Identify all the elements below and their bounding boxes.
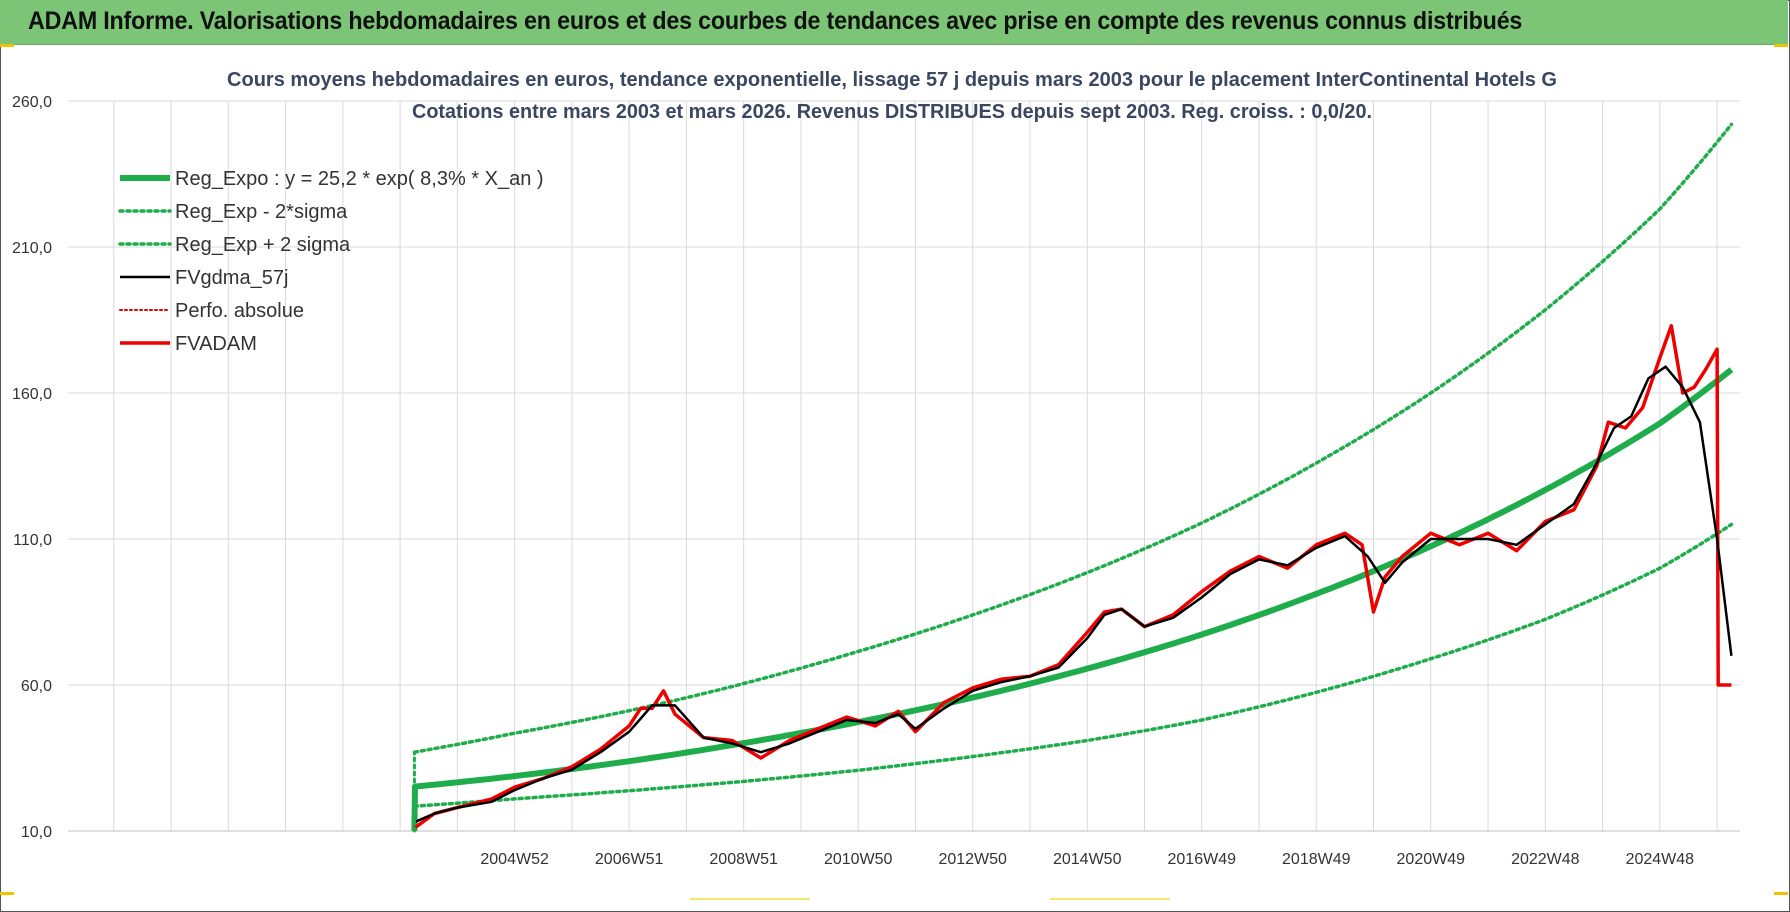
x-tick-label: 2024W48 — [1626, 851, 1695, 868]
bottom-mark — [1050, 898, 1170, 900]
series-line-sigma-high — [412, 122, 1734, 754]
chart-title: Cours moyens hebdomadaires en euros, ten… — [227, 69, 1557, 91]
chart-grid — [68, 100, 1740, 832]
report-banner: ADAM Informe. Valorisations hebdomadaire… — [0, 0, 1788, 45]
series-line-reg-expo — [411, 367, 1734, 832]
series-line-fvgdma — [413, 365, 1733, 824]
y-tick-label: 10,0 — [21, 824, 52, 841]
y-tick-label: 60,0 — [21, 678, 52, 695]
legend-label: Reg_Expo : y = 25,2 * exp( 8,3% * X_an ) — [175, 168, 544, 190]
line-chart: 10,0 60,0 110,0 160,0 210,0 260,0 2004W52 2006… — [12, 69, 1740, 868]
y-tick-label: 260,0 — [12, 94, 52, 111]
bottom-mark — [690, 898, 810, 900]
x-tick-label: 2014W50 — [1053, 851, 1122, 868]
y-tick-label: 110,0 — [13, 532, 52, 549]
x-tick-label: 2022W48 — [1511, 851, 1580, 868]
y-tick-label: 210,0 — [12, 240, 52, 257]
x-tick-label: 2020W49 — [1397, 851, 1466, 868]
y-axis: 10,0 60,0 110,0 160,0 210,0 260,0 — [12, 94, 52, 841]
legend-label: FVgdma_57j — [175, 267, 288, 289]
banner-title: ADAM Informe. Valorisations hebdomadaire… — [28, 7, 1523, 35]
y-tick-label: 160,0 — [12, 386, 52, 403]
x-tick-label: 2016W49 — [1168, 851, 1237, 868]
corner-mark — [0, 892, 14, 895]
x-tick-label: 2012W50 — [938, 851, 1007, 868]
x-tick-label: 2006W51 — [595, 851, 664, 868]
x-tick-label: 2018W49 — [1282, 851, 1351, 868]
legend-label: Reg_Exp + 2 sigma — [175, 234, 351, 256]
chart-series — [411, 122, 1734, 833]
legend-label: Reg_Exp - 2*sigma — [175, 201, 348, 223]
legend-label: Perfo. absolue — [175, 300, 304, 322]
x-axis: 2004W52 2006W51 2008W51 2010W50 2012W50 2014W… — [480, 851, 1694, 868]
series-line-sigma-low — [412, 522, 1734, 808]
corner-mark — [1774, 892, 1788, 895]
x-tick-label: 2004W52 — [480, 851, 549, 868]
corner-mark — [0, 44, 14, 47]
x-tick-label: 2010W50 — [824, 851, 893, 868]
chart-subtitle: Cotations entre mars 2003 et mars 2026. … — [412, 101, 1372, 123]
x-tick-label: 2008W51 — [709, 851, 778, 868]
legend-label: FVADAM — [175, 333, 257, 355]
chart-legend: Reg_Expo : y = 25,2 * exp( 8,3% * X_an )… — [118, 168, 544, 355]
corner-mark — [1774, 44, 1788, 47]
